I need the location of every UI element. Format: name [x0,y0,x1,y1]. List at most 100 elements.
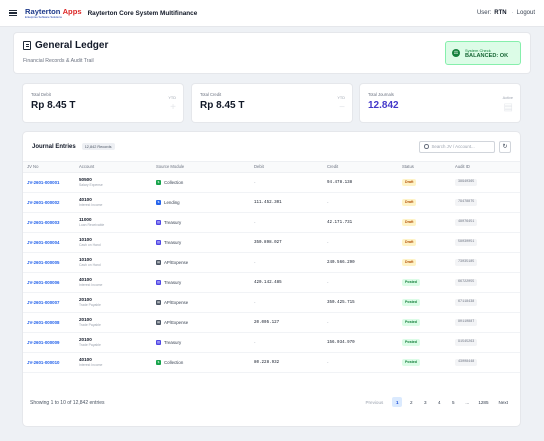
table-row[interactable]: JV-2601-000007 20100 Trade Payable ▤ AP/Expe… [23,292,520,313]
debit-amount: 111.452.301 [254,201,282,205]
jv-number-link[interactable]: JV-2601-000007 [27,299,60,305]
stat-label: Total Journals [368,92,394,97]
audit-id: 38940365 [455,178,478,186]
credit-amount: 42.171.731 [327,221,353,225]
source-module: Treasury [164,339,182,345]
credit-amount: - [327,279,329,285]
account-code: 20100 [79,297,92,302]
system-check-label: System Check [465,47,491,53]
credit-amount: 240.566.290 [327,261,355,265]
stat-period: Active [502,96,513,100]
credit-amount: - [327,319,329,325]
module-icon: ▤ [156,259,161,265]
page-5-button[interactable]: 5 [452,399,455,405]
page-subtitle: Financial Records & Audit Trail [23,58,94,64]
stat-value: 12.842 [368,100,399,111]
status-badge: Posted [402,318,420,326]
table-row[interactable]: JV-2601-000006 40100 Interest Income ▥ Treas… [23,272,520,293]
table-row[interactable]: JV-2601-000008 20100 Trade Payable ▤ AP/Expe… [23,312,520,333]
pagination: Previous 1 2 3 4 5 ... 1285 Next [360,397,512,407]
credit-amount: - [327,239,329,245]
module-icon: $ [156,179,161,185]
audit-id: 79478875 [455,198,478,206]
page-2-button[interactable]: 2 [410,399,413,405]
col-status[interactable]: Status [398,162,451,173]
account-name: Trade Payable [79,323,101,327]
journal-icon: ▤ [503,102,513,113]
logout-link[interactable]: Logout [516,10,535,16]
ledger-icon [23,41,31,50]
jv-number-link[interactable]: JV-2601-000005 [27,259,60,265]
logo-accent-text: Apps [62,6,82,16]
table-row[interactable]: JV-2601-000004 10100 Cash on Hand ▥ Treasury… [23,232,520,253]
status-badge: Draft [402,218,417,226]
account-name: Cash on Hand [79,263,101,267]
audit-id: 58030051 [455,238,478,246]
source-module: AP/Expense [164,259,189,265]
jv-number-link[interactable]: JV-2601-000003 [27,219,60,225]
module-icon: ▥ [156,239,161,245]
source-module: AP/Expense [164,319,189,325]
journal-table: JV No Account Source Module Debit Credit… [23,162,520,373]
refresh-button[interactable]: ↻ [499,140,511,153]
account-code: 20100 [79,317,92,322]
audit-id: 48076451 [455,218,478,226]
jv-number-link[interactable]: JV-2601-000002 [27,199,60,205]
logo-main-text: Rayterton [25,6,61,16]
next-button[interactable]: Next [498,399,508,405]
minus-icon: − [339,102,345,113]
col-account[interactable]: Account [75,162,152,173]
jv-number-link[interactable]: JV-2601-000010 [27,359,60,365]
module-icon: ⇅ [156,199,161,205]
account-code: 40100 [79,357,92,362]
journal-entries-panel: Journal Entries 12,842 Records Search JV… [23,132,520,426]
credit-amount: 156.034.970 [327,341,355,345]
status-badge: Posted [402,298,420,306]
search-input[interactable]: Search JV / Account... [419,140,495,153]
page-1-button[interactable]: 1 [392,397,403,407]
search-icon [424,144,429,149]
page-4-button[interactable]: 4 [438,399,441,405]
col-credit[interactable]: Credit [323,162,398,173]
debit-amount: 350.898.027 [254,241,282,245]
col-source-module[interactable]: Source Module [152,162,250,173]
status-badge: Draft [402,198,417,206]
account-name: Loan Receivable [79,223,105,227]
col-jv-no[interactable]: JV No [23,162,75,173]
debit-amount: - [254,339,256,345]
table-row[interactable]: JV-2601-000010 40100 Interest Income $ Colle… [23,352,520,373]
page-title: General Ledger [35,40,109,51]
account-name: Cash on Hand [79,243,101,247]
status-badge: Draft [402,178,417,186]
status-badge: Draft [402,258,417,266]
table-row[interactable]: JV-2601-000003 11000 Loan Receivable ▥ Treas… [23,212,520,233]
previous-button[interactable]: Previous [365,399,384,405]
jv-number-link[interactable]: JV-2601-000008 [27,319,60,325]
pagination-summary: Showing 1 to 10 of 12,842 entries [30,400,105,406]
source-module: Lending [164,199,180,205]
debit-amount: - [254,219,256,225]
menu-icon[interactable] [9,9,17,17]
logo-tagline: Enterprise Software Solutions [25,14,62,19]
col-audit-id[interactable]: Audit ID [451,162,520,173]
user-area: User: RTN · Logout [477,10,535,16]
table-row[interactable]: JV-2601-000001 50500 Salary Expense $ Collec… [23,172,520,193]
table-row[interactable]: JV-2601-000009 20100 Trade Payable ▥ Treasur… [23,332,520,353]
logo[interactable]: Rayterton Apps Enterprise Software Solut… [25,6,82,19]
records-badge: 12,842 Records [81,143,115,150]
user-code: RTN [494,10,507,16]
page-3-button[interactable]: 3 [424,399,427,405]
stat-label: Total Debit [31,92,51,97]
jv-number-link[interactable]: JV-2601-000006 [27,279,60,285]
refresh-icon: ↻ [502,144,508,150]
plus-icon: + [170,102,176,113]
user-label: User: [476,10,492,16]
jv-number-link[interactable]: JV-2601-000001 [27,179,60,185]
page-header: General Ledger Financial Records & Audit… [14,33,530,73]
table-row[interactable]: JV-2601-000002 40100 Interest Income ⇅ Lendi… [23,192,520,213]
table-row[interactable]: JV-2601-000005 10100 Cash on Hand ▤ AP/Expen… [23,252,520,273]
jv-number-link[interactable]: JV-2601-000004 [27,239,60,245]
col-debit[interactable]: Debit [250,162,323,173]
jv-number-link[interactable]: JV-2601-000009 [27,339,60,345]
last-page-button[interactable]: 1285 [478,399,489,405]
